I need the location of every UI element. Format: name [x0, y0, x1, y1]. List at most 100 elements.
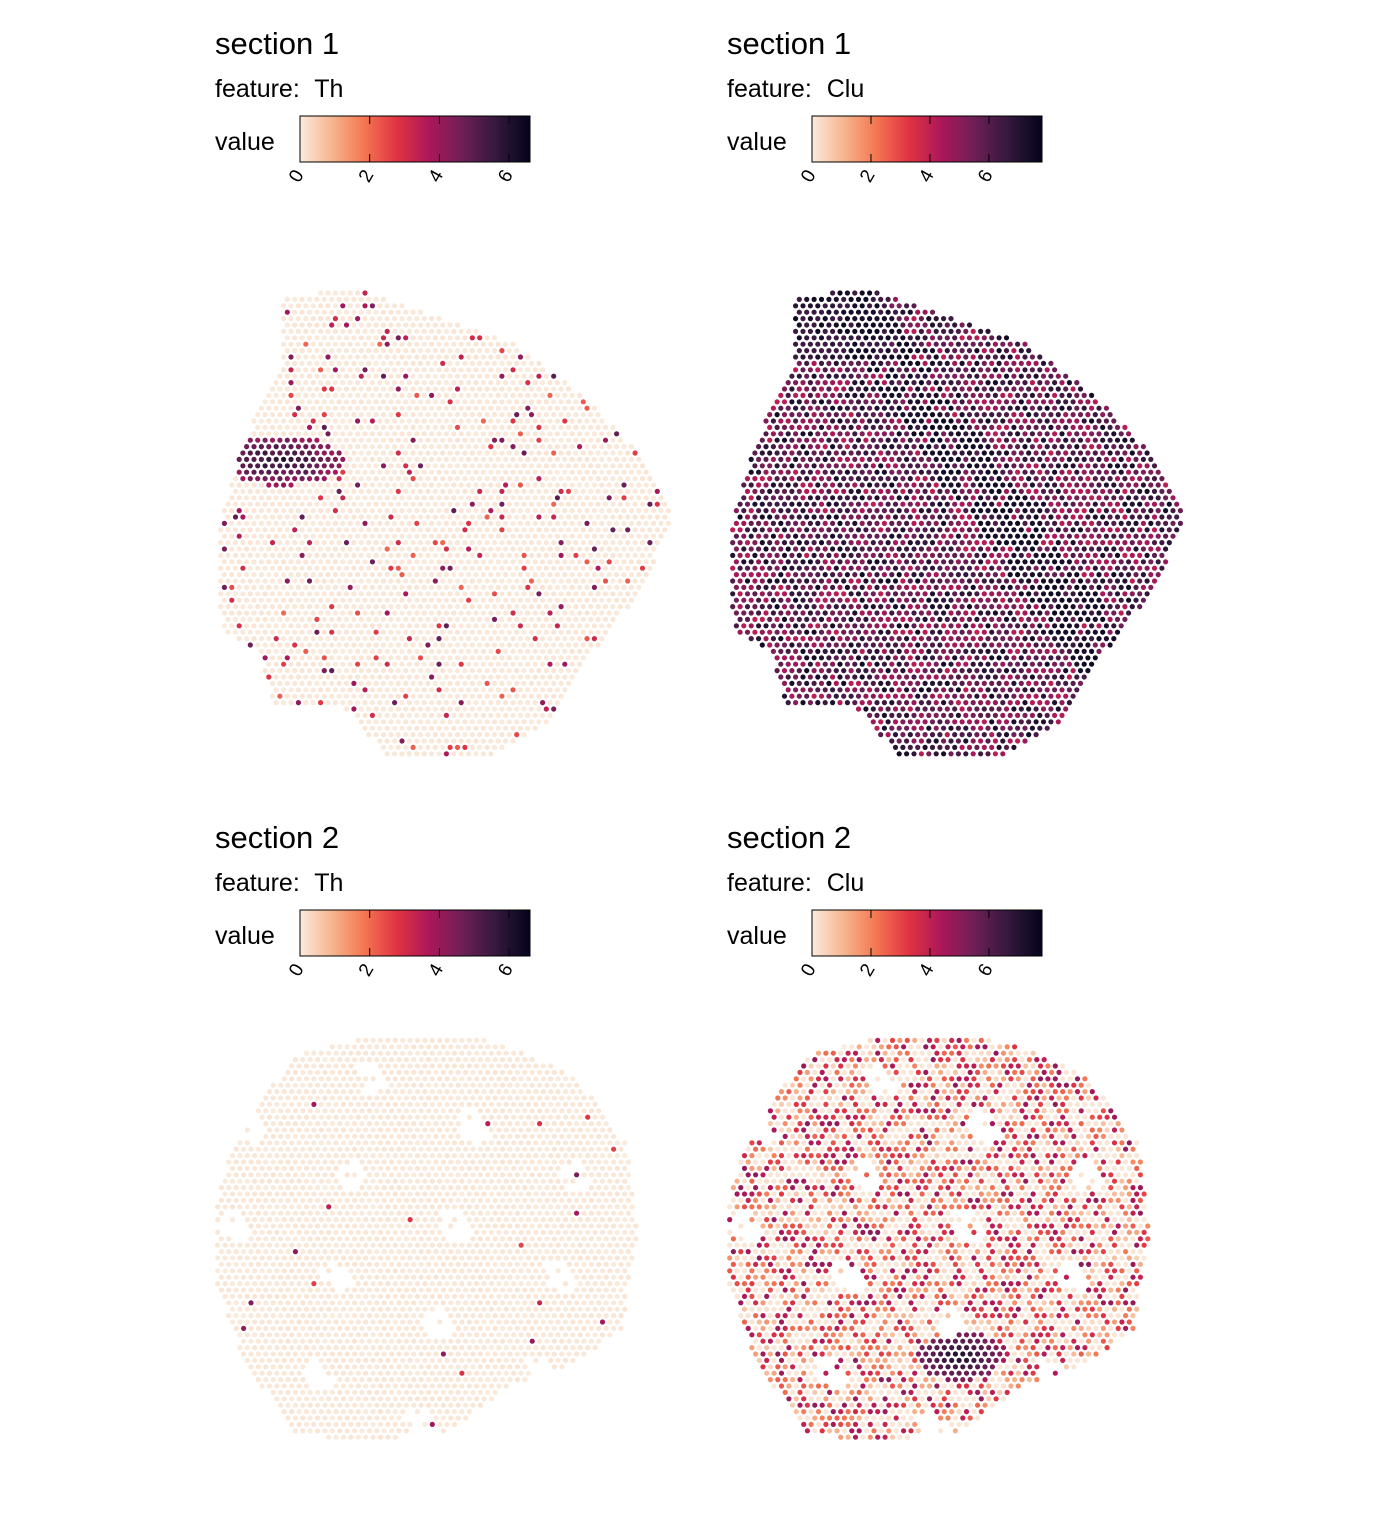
spot-point: [306, 540, 313, 546]
spot-point: [855, 488, 862, 494]
spot-point: [514, 450, 520, 456]
spot-point: [343, 642, 350, 648]
spot-point: [881, 456, 888, 462]
spot-point: [273, 687, 279, 693]
spot-point: [1048, 514, 1054, 520]
spot-layer: [218, 290, 672, 757]
spot-point: [347, 687, 353, 693]
spot-point: [818, 540, 825, 546]
spot-point: [1040, 386, 1047, 392]
spot-point: [332, 572, 338, 578]
spot-point: [540, 674, 546, 680]
spot-point: [885, 386, 891, 392]
feature-prefix: feature:: [727, 75, 812, 103]
spot-point: [628, 572, 635, 578]
spot-point: [521, 668, 527, 674]
spot-point: [543, 386, 549, 392]
spot-point: [959, 501, 965, 507]
spot-point: [358, 565, 364, 571]
spot-point: [403, 514, 409, 520]
spot-point: [247, 437, 253, 443]
spot-point: [503, 367, 509, 373]
spot-point: [859, 418, 865, 424]
spot-point: [595, 424, 601, 430]
spot-point: [830, 380, 836, 386]
spot-point: [266, 584, 272, 591]
spot-point: [395, 744, 401, 751]
spot-point: [985, 520, 991, 527]
spot-point: [406, 674, 412, 680]
spot-point: [454, 744, 461, 751]
spot-point: [1122, 527, 1128, 533]
spot-point: [625, 476, 631, 482]
spot-point: [1007, 469, 1013, 475]
spot-point: [540, 610, 546, 616]
spot-point: [395, 719, 401, 725]
spot-point: [421, 738, 427, 744]
spot-point: [1022, 456, 1028, 462]
spot-point: [970, 508, 976, 514]
spot-point: [484, 693, 490, 699]
spot-point: [488, 418, 494, 424]
spot-point: [510, 482, 516, 488]
spot-point: [473, 354, 479, 360]
spot-point: [532, 712, 538, 719]
spot-point: [362, 290, 368, 296]
spot-point: [929, 527, 936, 533]
spot-point: [907, 501, 913, 507]
spot-point: [229, 482, 235, 488]
spot-point: [1026, 412, 1032, 418]
spot-point: [584, 469, 590, 475]
spot-point: [436, 751, 442, 757]
spot-point: [926, 508, 932, 514]
spot-point: [480, 738, 486, 744]
spot-point: [310, 418, 316, 424]
spot-point: [314, 386, 320, 392]
spot-point: [540, 431, 546, 437]
spot-point: [911, 392, 917, 398]
colorbar: [811, 115, 1043, 163]
spot-point: [247, 616, 253, 623]
spot-point: [867, 380, 873, 386]
spot-point: [1059, 444, 1065, 450]
spot-point: [617, 591, 623, 597]
spot-point: [970, 495, 976, 501]
spot-point: [240, 565, 246, 571]
spot-point: [1000, 405, 1006, 411]
spot-point: [480, 341, 486, 347]
spot-point: [1148, 495, 1154, 501]
spot-point: [425, 540, 431, 546]
spot-point: [591, 431, 598, 437]
spot-point: [451, 572, 457, 578]
spot-point: [440, 642, 446, 648]
spot-point: [543, 373, 549, 379]
spot-point: [1040, 373, 1047, 379]
spot-point: [625, 450, 631, 456]
spot-point: [1163, 533, 1169, 539]
spot-point: [978, 495, 984, 501]
spot-point: [602, 501, 609, 507]
spot-point: [540, 405, 546, 411]
spot-point: [1122, 450, 1128, 456]
spot-point: [996, 335, 1002, 341]
spot-point: [885, 424, 891, 430]
spot-point: [1044, 392, 1050, 398]
spot-point: [506, 360, 512, 366]
spot-point: [514, 552, 520, 559]
spot-point: [484, 501, 490, 507]
spot-point: [410, 591, 416, 597]
spot-point: [436, 316, 442, 322]
spot-point: [580, 399, 586, 405]
spot-point: [752, 501, 758, 507]
spot-point: [796, 322, 802, 328]
spot-point: [447, 399, 453, 405]
spot-point: [221, 559, 227, 565]
spot-point: [922, 488, 928, 494]
spot-point: [277, 578, 283, 584]
spot-point: [262, 527, 268, 533]
spot-point: [1033, 373, 1039, 379]
spot-point: [621, 456, 627, 462]
spot-point: [562, 469, 568, 475]
spot-point: [558, 629, 564, 635]
